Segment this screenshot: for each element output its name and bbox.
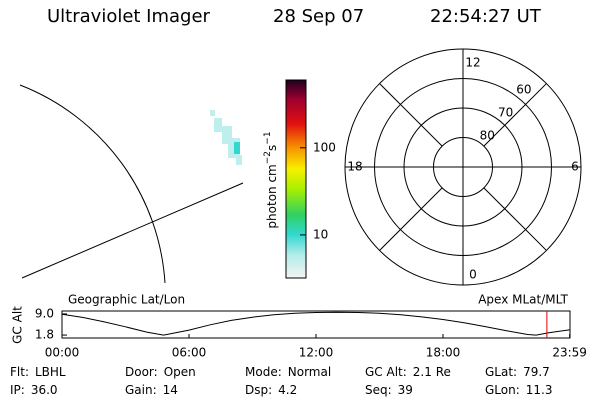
info-field: IP: 36.0 — [10, 383, 58, 397]
time: 22:54:27 UT — [430, 6, 542, 27]
info-value: 39 — [398, 383, 413, 397]
info-field: GC Alt: 2.1 Re — [365, 365, 451, 379]
x-tick-label: 00:00 — [45, 346, 80, 360]
x-tick-label: 12:00 — [299, 346, 334, 360]
info-field: Dsp: 4.2 — [245, 383, 297, 397]
info-field: GLon: 11.3 — [485, 383, 552, 397]
info-field: Seq: 39 — [365, 383, 413, 397]
info-field: Mode: Normal — [245, 365, 331, 379]
info-label: GLon: — [485, 383, 520, 397]
info-value: 36.0 — [31, 383, 58, 397]
mlt-label: 6 — [571, 160, 579, 174]
title: Ultraviolet Imager — [47, 6, 211, 27]
info-label: Mode: — [245, 365, 282, 379]
mlt-label: 0 — [469, 268, 477, 282]
info-field: Gain: 14 — [125, 383, 178, 397]
colorbar-tick-label: 100 — [313, 140, 336, 154]
info-label: Door: — [125, 365, 158, 379]
altitude-title-right: Apex MLat/MLT — [478, 293, 568, 307]
altitude-ylabel: GC Alt — [11, 306, 25, 344]
mlt-label: 18 — [347, 160, 362, 174]
info-value: 4.2 — [278, 383, 297, 397]
x-tick-label: 06:00 — [172, 346, 207, 360]
geo-map — [19, 84, 244, 284]
altitude-frame — [61, 310, 571, 339]
info-field: Door: Open — [125, 365, 196, 379]
date: 28 Sep 07 — [273, 6, 364, 27]
info-label: Seq: — [365, 383, 392, 397]
x-tick-label: 18:00 — [426, 346, 461, 360]
info-label: GLat: — [485, 365, 517, 379]
y-tick-label: 9.0 — [35, 306, 54, 320]
info-label: Dsp: — [245, 383, 272, 397]
info-value: Open — [164, 365, 196, 379]
colorbar-tick-label: 10 — [313, 227, 328, 241]
mlt-label: 12 — [465, 56, 480, 70]
altitude-line — [61, 311, 571, 336]
info-value: 2.1 Re — [413, 365, 451, 379]
polar-diag — [379, 83, 443, 147]
polar-ring-label: 60 — [516, 82, 531, 96]
x-tick-label: 23:59 — [552, 346, 587, 360]
altitude-title-left: Geographic Lat/Lon — [68, 293, 185, 307]
info-value: Normal — [288, 365, 331, 379]
info-field: GLat: 79.7 — [485, 365, 550, 379]
info-label: Flt: — [10, 365, 29, 379]
info-value: LBHL — [35, 365, 66, 379]
info-label: Gain: — [125, 383, 157, 397]
info-label: GC Alt: — [365, 365, 407, 379]
polar-ring-label: 80 — [480, 128, 495, 142]
info-value: 79.7 — [523, 365, 550, 379]
polar-ring-label: 70 — [498, 105, 513, 119]
colorbar-label: photon cm−2s−1 — [263, 131, 279, 228]
info-value: 14 — [163, 383, 178, 397]
y-tick-label: 1.8 — [35, 328, 54, 342]
info-value: 11.3 — [526, 383, 553, 397]
info-label: IP: — [10, 383, 25, 397]
info-field: Flt: LBHL — [10, 365, 66, 379]
colorbar — [285, 79, 307, 279]
polar-diag — [379, 187, 443, 251]
polar-diag — [483, 83, 547, 147]
polar-diag — [483, 187, 547, 251]
